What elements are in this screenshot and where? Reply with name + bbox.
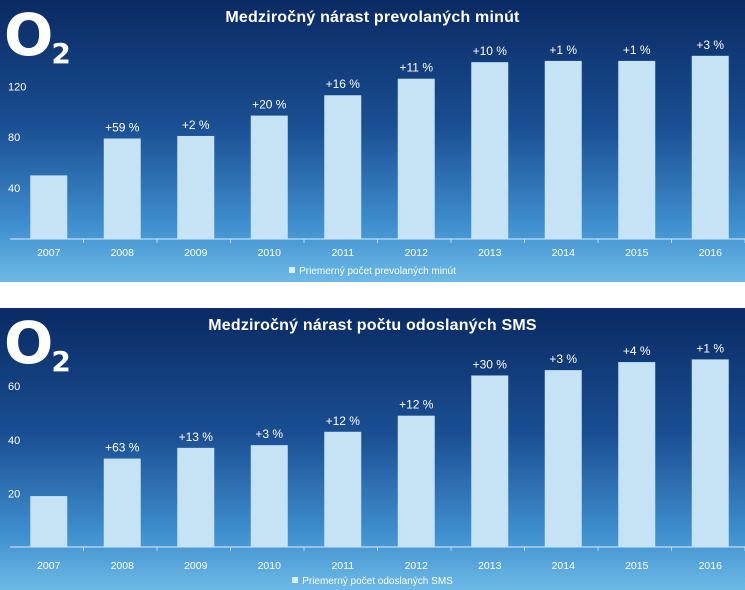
x-tick-label: 2007 [37, 247, 61, 259]
legend-label: Priemerný počet odoslaných SMS [302, 576, 453, 587]
minutes-chart-plot: 40 80 120 2007 2008 +59 % 2009 +2 % 2010 +20 % 201… [8, 38, 745, 259]
data-label: +2 % [182, 118, 210, 132]
x-tick-label: 2011 [331, 247, 354, 259]
legend-swatch-icon [289, 267, 296, 274]
data-label: +10 % [473, 44, 508, 58]
bar [103, 458, 141, 547]
x-tick-label: 2008 [111, 560, 135, 572]
y-tick-label: 120 [8, 81, 26, 93]
chart-legend: Priemerný počet odoslaných SMS [0, 576, 745, 587]
bar [471, 62, 509, 240]
data-label: +4 % [623, 344, 651, 358]
data-label: +3 % [255, 427, 283, 441]
data-label: +1 % [549, 43, 577, 57]
bar [177, 447, 215, 547]
x-tick-label: 2009 [184, 247, 208, 259]
o2-logo: O2 [4, 309, 71, 378]
data-label: +20 % [252, 98, 287, 112]
x-tick-label: 2014 [552, 247, 576, 259]
bar [544, 370, 582, 547]
data-label: +12 % [399, 398, 434, 412]
x-tick-label: 2010 [258, 560, 282, 572]
data-label: +1 % [623, 43, 651, 57]
x-tick-label: 2014 [552, 560, 576, 572]
chart-legend: Priemerný počet prevolaných minút [0, 266, 745, 277]
data-label: +63 % [105, 441, 140, 455]
data-label: +3 % [549, 352, 577, 366]
x-tick-label: 2010 [258, 247, 282, 259]
minutes-chart-panel: 40 80 120 2007 2008 +59 % 2009 +2 % 2010 +20 % 201… [0, 0, 745, 282]
x-tick-label: 2011 [331, 560, 354, 572]
sms-chart-plot: 20 40 60 2007 2008 +63 % 2009 +13 % 2010 +3 % 2011… [8, 341, 745, 572]
bar [691, 359, 729, 547]
x-tick-label: 2012 [405, 560, 429, 572]
y-tick-label: 40 [8, 183, 20, 195]
sms-chart-panel: 20 40 60 2007 2008 +63 % 2009 +13 % 2010 +3 % 2011… [0, 308, 745, 590]
y-tick-label: 60 [8, 381, 20, 393]
x-tick-label: 2008 [111, 247, 135, 259]
legend-swatch-icon [292, 577, 299, 584]
x-tick-label: 2015 [625, 560, 649, 572]
x-tick-label: 2013 [478, 560, 502, 572]
bar [544, 60, 582, 239]
bar [471, 375, 509, 547]
x-tick-label: 2013 [478, 247, 502, 259]
data-label: +30 % [473, 357, 508, 371]
y-tick-label: 80 [8, 132, 20, 144]
data-label: +3 % [696, 38, 724, 52]
bar [397, 78, 435, 239]
y-tick-label: 20 [8, 488, 20, 500]
bar [30, 496, 68, 547]
x-tick-label: 2015 [625, 247, 649, 259]
chart-title: Medziročný nárast prevolaných minút [225, 9, 520, 26]
x-tick-label: 2009 [184, 560, 208, 572]
data-label: +12 % [326, 414, 361, 428]
x-tick-label: 2016 [699, 247, 723, 259]
bar [30, 175, 68, 239]
bar [103, 138, 141, 239]
bar [324, 431, 362, 547]
bar [397, 415, 435, 547]
chart-title: Medziročný nárast počtu odoslaných SMS [208, 317, 537, 334]
bar [618, 362, 656, 547]
data-label: +59 % [105, 121, 140, 135]
data-label: +11 % [400, 61, 434, 75]
data-label: +1 % [696, 341, 724, 355]
legend-label: Priemerný počet prevolaných minút [299, 266, 456, 277]
bar [177, 135, 215, 239]
data-label: +16 % [326, 77, 361, 91]
bar [691, 55, 729, 240]
bar [250, 445, 288, 547]
data-label: +13 % [179, 430, 214, 444]
bar [324, 95, 362, 240]
x-tick-label: 2012 [405, 247, 429, 259]
y-tick-label: 40 [8, 435, 20, 447]
x-tick-label: 2007 [37, 560, 61, 572]
bar [250, 115, 288, 239]
x-tick-label: 2016 [699, 560, 723, 572]
o2-logo: O2 [4, 1, 71, 70]
bar [618, 60, 656, 239]
